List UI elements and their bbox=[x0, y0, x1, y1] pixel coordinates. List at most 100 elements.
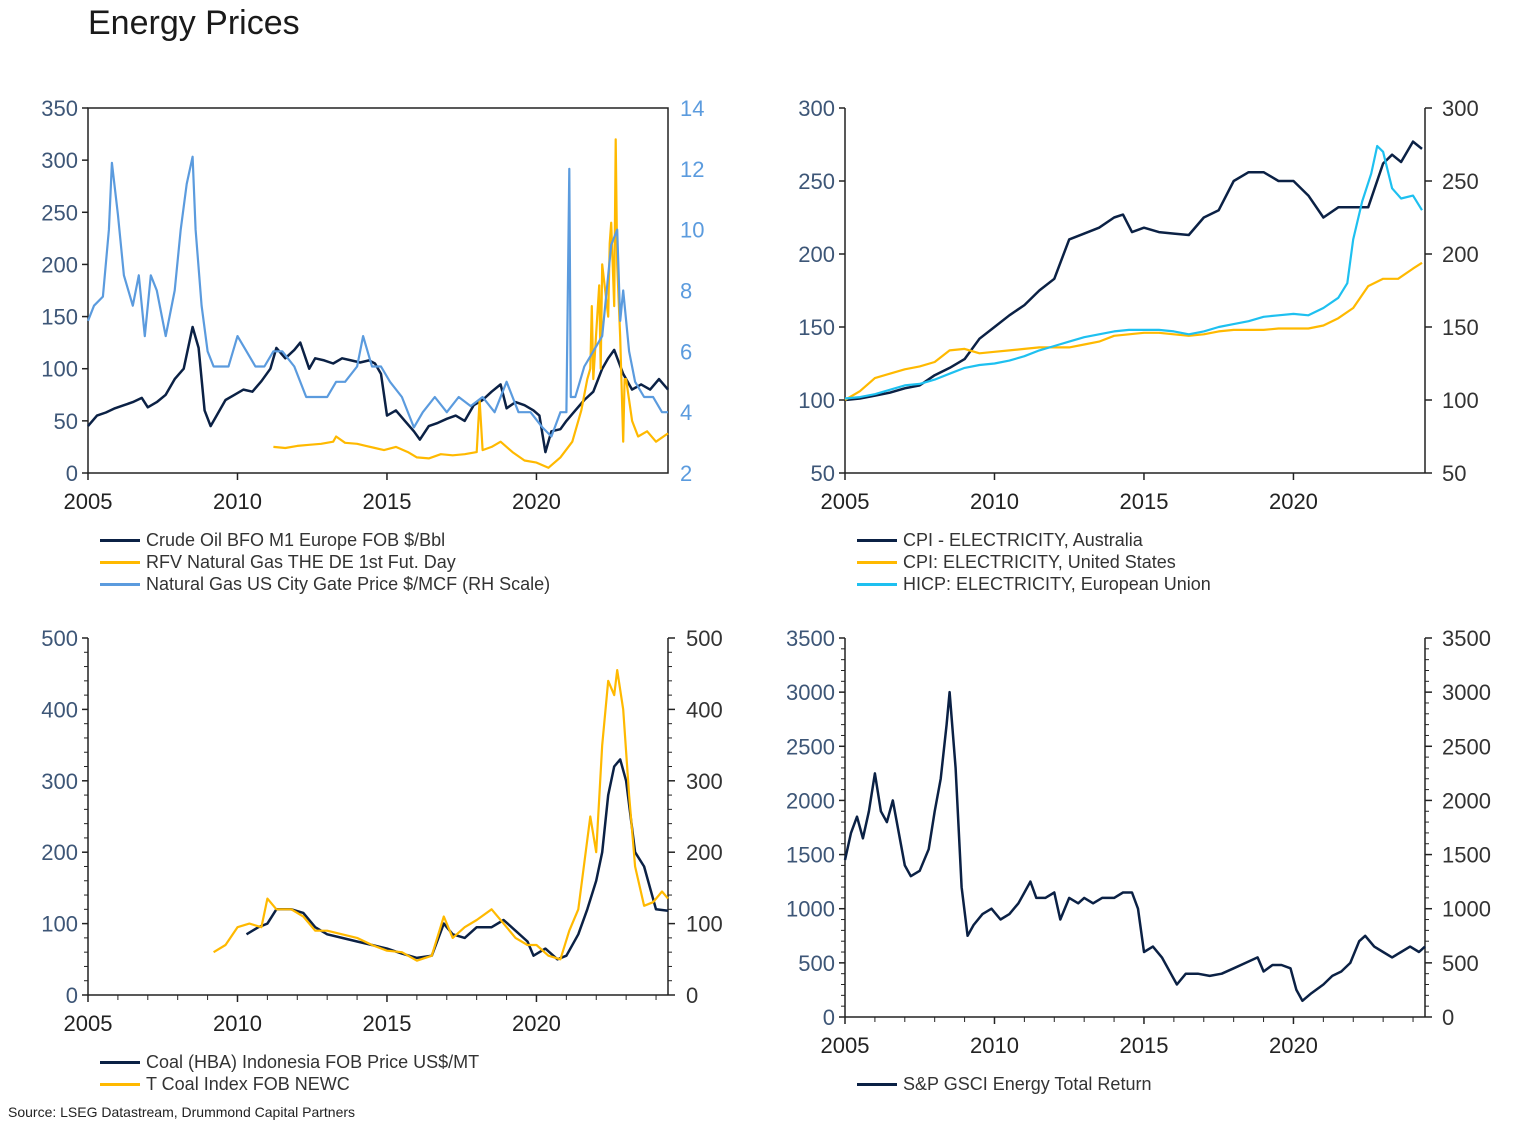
y2-tick-label: 2 bbox=[680, 461, 692, 486]
x-tick-label: 2020 bbox=[1269, 489, 1318, 514]
y-tick-label: 300 bbox=[41, 769, 78, 794]
y2-tick-label: 200 bbox=[686, 840, 723, 865]
legend-item: Crude Oil BFO M1 Europe FOB $/Bbl bbox=[100, 529, 550, 551]
x-tick-label: 2005 bbox=[64, 489, 113, 514]
y2-tick-label: 2500 bbox=[1442, 734, 1491, 759]
x-tick-label: 2015 bbox=[1119, 1033, 1168, 1058]
y-tick-label: 100 bbox=[41, 912, 78, 937]
y2-tick-label: 300 bbox=[686, 769, 723, 794]
y-tick-label: 200 bbox=[41, 840, 78, 865]
chart-coal: 0 100 200 300 400 500 0 100 200 300 400 500 2005 2010… bbox=[41, 626, 722, 1036]
y2-tick-label: 250 bbox=[1442, 169, 1479, 194]
x-tick-label: 2015 bbox=[362, 1011, 411, 1036]
y2-tick-label: 150 bbox=[1442, 315, 1479, 340]
y2-tick-label: 1500 bbox=[1442, 843, 1491, 868]
y-tick-label: 3500 bbox=[786, 626, 835, 651]
y-tick-label: 0 bbox=[66, 461, 78, 486]
x-tick-label: 2020 bbox=[1269, 1033, 1318, 1058]
chart-gsci-energy: 0 500 1000 1500 2000 2500 3000 3500 0 500 1000 1500… bbox=[786, 626, 1491, 1058]
x-tick-label: 2005 bbox=[64, 1011, 113, 1036]
legend-coal: Coal (HBA) Indonesia FOB Price US$/MT T C… bbox=[100, 1051, 479, 1095]
y2-tick-label: 300 bbox=[1442, 96, 1479, 121]
y-tick-label: 0 bbox=[823, 1005, 835, 1030]
y-tick-label: 150 bbox=[41, 305, 78, 330]
series-line-0 bbox=[843, 690, 1426, 1003]
legend-swatch bbox=[857, 1082, 897, 1086]
series-line-0 bbox=[87, 325, 669, 454]
y2-tick-label: 100 bbox=[1442, 388, 1479, 413]
legend-item: S&P GSCI Energy Total Return bbox=[857, 1073, 1151, 1095]
y-tick-label: 350 bbox=[41, 96, 78, 121]
legend-swatch bbox=[100, 1082, 140, 1086]
legend-swatch bbox=[100, 560, 140, 564]
x-tick-label: 2010 bbox=[970, 489, 1019, 514]
y-tick-label: 400 bbox=[41, 697, 78, 722]
y-tick-label: 250 bbox=[41, 200, 78, 225]
x-tick-label: 2020 bbox=[512, 489, 561, 514]
y2-tick-label: 500 bbox=[1442, 951, 1479, 976]
x-tick-label: 2015 bbox=[1119, 489, 1168, 514]
y-tick-label: 50 bbox=[54, 409, 78, 434]
y-tick-label: 2000 bbox=[786, 788, 835, 813]
legend-label: RFV Natural Gas THE DE 1st Fut. Day bbox=[146, 552, 456, 572]
series-line-2 bbox=[86, 155, 668, 438]
y2-tick-label: 3500 bbox=[1442, 626, 1491, 651]
series-line-1 bbox=[213, 668, 669, 962]
y-tick-label: 500 bbox=[41, 626, 78, 651]
chart-electricity-cpi: 50 100 150 200 250 300 50 100 150 200 250 300 2005 20… bbox=[798, 96, 1478, 514]
series-line-2 bbox=[844, 144, 1423, 400]
y-tick-label: 200 bbox=[798, 242, 835, 267]
legend-swatch bbox=[100, 538, 140, 542]
legend-item: RFV Natural Gas THE DE 1st Fut. Day bbox=[100, 551, 550, 573]
chart-oil-gas: 0 50 100 150 200 250 300 350 2 4 6 8 10 12 14 2005 2010 2… bbox=[41, 96, 704, 514]
y2-tick-label: 12 bbox=[680, 157, 704, 182]
legend-item: Coal (HBA) Indonesia FOB Price US$/MT bbox=[100, 1051, 479, 1073]
y-tick-label: 100 bbox=[798, 388, 835, 413]
x-tick-label: 2010 bbox=[213, 1011, 262, 1036]
legend-label: HICP: ELECTRICITY, European Union bbox=[903, 574, 1211, 594]
legend-electricity: CPI - ELECTRICITY, Australia CPI: ELECTRI… bbox=[857, 529, 1211, 595]
y2-tick-label: 8 bbox=[680, 279, 692, 304]
legend-swatch bbox=[857, 538, 897, 542]
x-tick-label: 2020 bbox=[512, 1011, 561, 1036]
y2-tick-label: 0 bbox=[1442, 1005, 1454, 1030]
legend-swatch bbox=[857, 582, 897, 586]
y-tick-label: 50 bbox=[811, 461, 835, 486]
y2-tick-label: 4 bbox=[680, 400, 692, 425]
y-tick-label: 300 bbox=[41, 148, 78, 173]
legend-label: Coal (HBA) Indonesia FOB Price US$/MT bbox=[146, 1052, 480, 1072]
plot-frame bbox=[87, 107, 669, 474]
legend-item: HICP: ELECTRICITY, European Union bbox=[857, 573, 1211, 595]
source-note: Source: LSEG Datastream, Drummond Capita… bbox=[8, 1104, 356, 1120]
y-tick-label: 1000 bbox=[786, 897, 835, 922]
legend-oil-gas: Crude Oil BFO M1 Europe FOB $/Bbl RFV Nat… bbox=[100, 529, 550, 595]
x-tick-label: 2010 bbox=[213, 489, 262, 514]
legend-swatch bbox=[100, 582, 140, 586]
y2-tick-label: 100 bbox=[686, 912, 723, 937]
legend-item: CPI: ELECTRICITY, United States bbox=[857, 551, 1211, 573]
x-tick-label: 2005 bbox=[821, 489, 870, 514]
y-tick-label: 1500 bbox=[786, 843, 835, 868]
legend-swatch bbox=[857, 560, 897, 564]
x-tick-label: 2010 bbox=[970, 1033, 1019, 1058]
y-tick-label: 250 bbox=[798, 169, 835, 194]
y-tick-label: 500 bbox=[798, 951, 835, 976]
y-tick-label: 2500 bbox=[786, 734, 835, 759]
series-line-0 bbox=[844, 140, 1423, 402]
y-tick-label: 3000 bbox=[786, 680, 835, 705]
y-tick-label: 200 bbox=[41, 252, 78, 277]
legend-label: T Coal Index FOB NEWC bbox=[146, 1074, 350, 1094]
y2-tick-label: 200 bbox=[1442, 242, 1479, 267]
y2-tick-label: 10 bbox=[680, 218, 704, 243]
legend-label: CPI: ELECTRICITY, United States bbox=[903, 552, 1176, 572]
y2-tick-label: 500 bbox=[686, 626, 723, 651]
series-line-0 bbox=[245, 758, 669, 961]
legend-item: Natural Gas US City Gate Price $/MCF (RH… bbox=[100, 573, 550, 595]
y2-tick-label: 1000 bbox=[1442, 897, 1491, 922]
y-tick-label: 100 bbox=[41, 357, 78, 382]
y2-tick-label: 3000 bbox=[1442, 680, 1491, 705]
page-title: Energy Prices bbox=[88, 4, 300, 42]
x-tick-label: 2005 bbox=[821, 1033, 870, 1058]
legend-item: T Coal Index FOB NEWC bbox=[100, 1073, 479, 1095]
